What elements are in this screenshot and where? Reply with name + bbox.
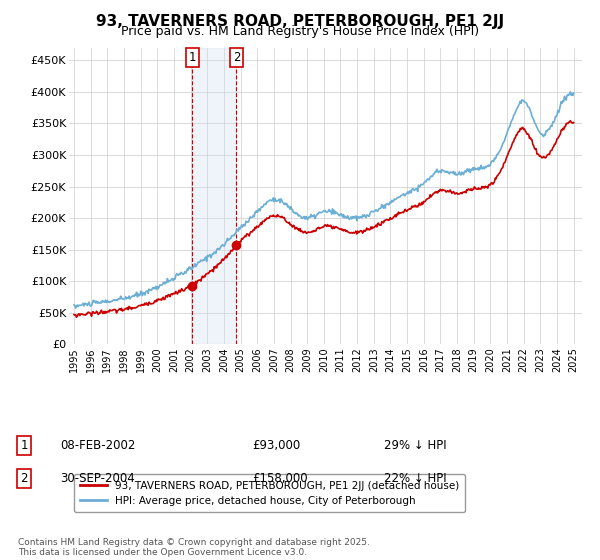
Text: 29% ↓ HPI: 29% ↓ HPI xyxy=(384,438,446,452)
Text: 2: 2 xyxy=(233,50,240,64)
Text: 30-SEP-2004: 30-SEP-2004 xyxy=(60,472,135,486)
Bar xyxy=(192,48,236,344)
Text: 22% ↓ HPI: 22% ↓ HPI xyxy=(384,472,446,486)
Text: 1: 1 xyxy=(20,438,28,452)
Text: £93,000: £93,000 xyxy=(252,438,300,452)
Text: 08-FEB-2002: 08-FEB-2002 xyxy=(60,438,136,452)
Text: Price paid vs. HM Land Registry's House Price Index (HPI): Price paid vs. HM Land Registry's House … xyxy=(121,25,479,38)
Text: Contains HM Land Registry data © Crown copyright and database right 2025.
This d: Contains HM Land Registry data © Crown c… xyxy=(18,538,370,557)
Text: 2: 2 xyxy=(20,472,28,486)
Legend: 93, TAVERNERS ROAD, PETERBOROUGH, PE1 2JJ (detached house), HPI: Average price, : 93, TAVERNERS ROAD, PETERBOROUGH, PE1 2J… xyxy=(74,474,466,512)
Text: 93, TAVERNERS ROAD, PETERBOROUGH, PE1 2JJ: 93, TAVERNERS ROAD, PETERBOROUGH, PE1 2J… xyxy=(96,14,504,29)
Text: £158,000: £158,000 xyxy=(252,472,308,486)
Text: 1: 1 xyxy=(188,50,196,64)
